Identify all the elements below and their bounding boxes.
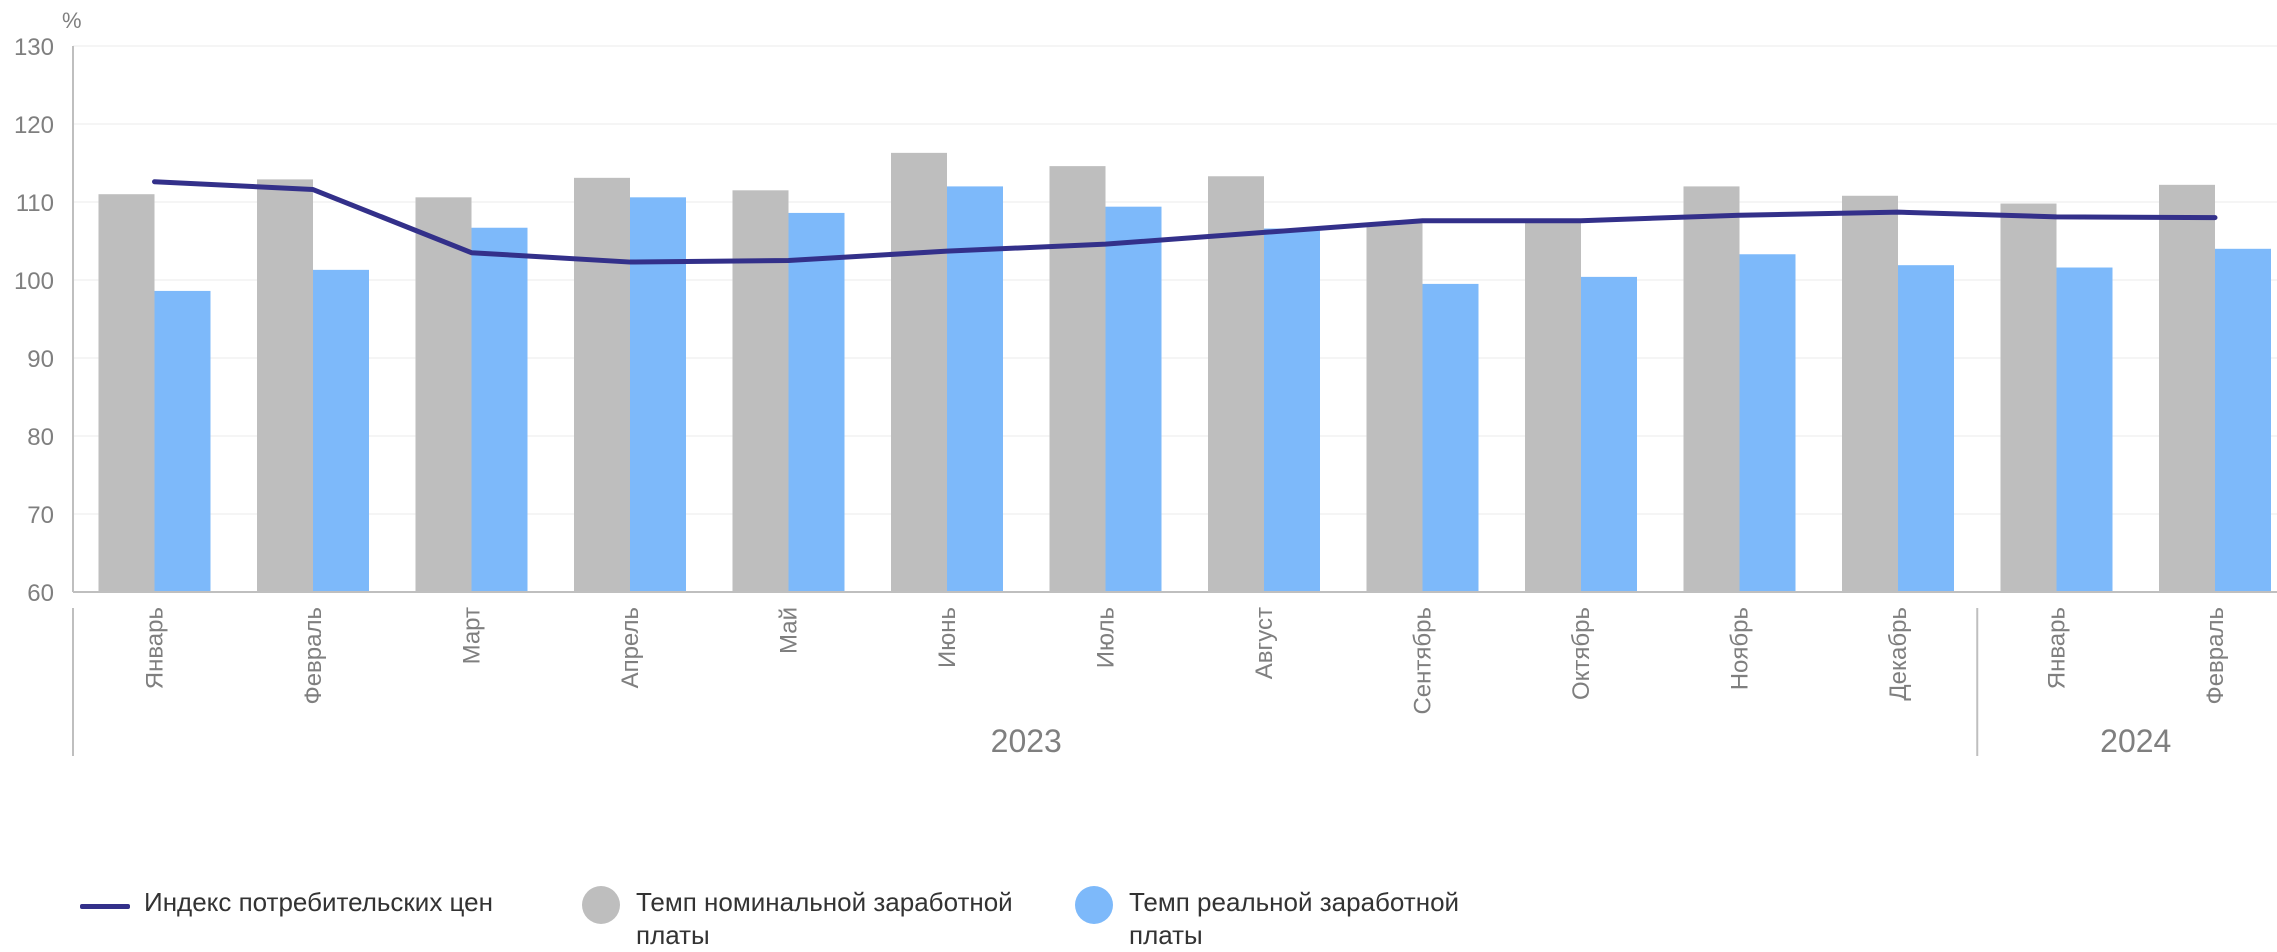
bar-real <box>1739 254 1796 592</box>
bar-nominal <box>1366 223 1423 592</box>
axes <box>72 46 2277 756</box>
y-tick-label: 60 <box>27 580 54 607</box>
bar-real <box>154 290 211 592</box>
bar-real <box>2056 267 2113 592</box>
labels: 60 70 80 90 100 110 120 130% Январь Февраль Март Ап… <box>14 8 2229 759</box>
legend-label-nominal: Темп номинальной заработной платы <box>636 887 1013 950</box>
x-tick-label: Апрель <box>617 607 644 688</box>
bar-real <box>1105 206 1162 592</box>
bar-real <box>1581 276 1637 592</box>
y-tick-label: 120 <box>14 112 54 139</box>
bar-nominal <box>891 152 947 593</box>
legend-label-cpi: Индекс потребительских цен <box>144 887 493 917</box>
bar-nominal <box>1525 220 1581 592</box>
cpi-line-layer <box>152 179 2218 265</box>
x-tick-label: Июнь <box>934 607 961 668</box>
legend-dot-nominal <box>582 886 620 924</box>
bar-real <box>313 269 369 592</box>
y-tick-label: 100 <box>14 268 54 295</box>
y-unit-label: % <box>62 8 82 33</box>
y-tick-label: 70 <box>27 502 54 529</box>
x-tick-label: Февраль <box>2202 607 2229 705</box>
y-tick-label: 90 <box>27 346 54 373</box>
x-tick-label: Январь <box>142 607 169 689</box>
year-group-label: 2024 <box>2100 723 2171 759</box>
bars <box>98 152 2271 593</box>
x-tick-label: Ноябрь <box>1727 607 1754 690</box>
x-tick-label: Октябрь <box>1568 607 1595 700</box>
bar-real <box>1898 265 1954 592</box>
bar-nominal <box>732 190 789 593</box>
x-tick-label: Декабрь <box>1885 607 1912 701</box>
legend-item-nominal[interactable]: Темп номинальной заработной платы <box>582 886 1056 952</box>
bar-nominal <box>2000 203 2057 592</box>
legend-item-cpi[interactable]: Индекс потребительских цен <box>80 886 493 919</box>
bar-nominal <box>2159 184 2215 592</box>
x-tick-label: Февраль <box>300 607 327 705</box>
x-tick-label: Июль <box>1093 607 1120 668</box>
y-tick-label: 110 <box>16 190 54 217</box>
bar-real <box>947 186 1003 592</box>
year-group-label: 2023 <box>991 723 1062 759</box>
y-tick-label: 80 <box>27 424 54 451</box>
bar-real <box>1422 283 1479 592</box>
x-tick-label: Май <box>776 607 803 654</box>
x-tick-label: Сентябрь <box>1410 607 1437 715</box>
x-tick-label: Август <box>1251 607 1278 679</box>
bar-real <box>630 197 686 592</box>
bar-nominal <box>1208 176 1264 592</box>
bar-nominal <box>1049 166 1106 592</box>
bar-nominal <box>1842 195 1898 592</box>
bar-real <box>788 212 845 593</box>
bar-real <box>471 227 528 593</box>
bar-nominal <box>257 179 313 592</box>
legend: Индекс потребительских цен Темп номиналь… <box>0 886 2277 950</box>
bar-real <box>2215 248 2271 593</box>
bar-nominal <box>98 194 155 592</box>
bar-nominal <box>574 177 630 592</box>
bar-nominal <box>415 197 472 592</box>
legend-line-marker <box>80 904 130 909</box>
legend-label-real: Темп реальной заработной платы <box>1129 887 1460 950</box>
legend-item-real[interactable]: Темп реальной заработной платы <box>1075 886 1519 952</box>
chart: 60 70 80 90 100 110 120 130% Январь Февраль Март Ап… <box>14 8 2277 759</box>
x-tick-label: Март <box>459 607 486 664</box>
bar-nominal <box>1683 186 1740 592</box>
legend-dot-real <box>1075 886 1113 924</box>
x-tick-label: Январь <box>2044 607 2071 689</box>
bar-real <box>1264 228 1320 592</box>
y-tick-label: 130 <box>14 34 54 61</box>
cpi-line <box>152 179 2218 265</box>
